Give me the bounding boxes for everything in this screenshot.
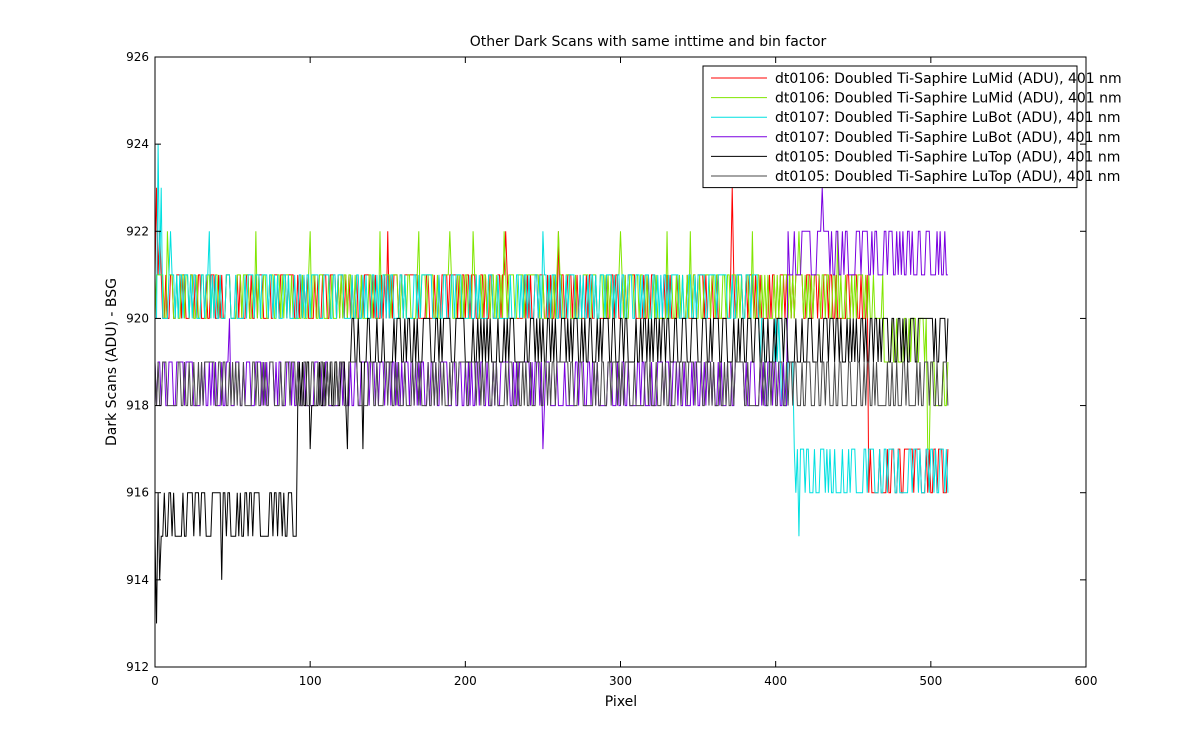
y-tick-label: 926 — [126, 50, 149, 64]
x-tick-label: 400 — [764, 674, 787, 688]
y-axis-label: Dark Scans (ADU) - BSG — [104, 278, 120, 446]
y-tick-label: 924 — [126, 137, 149, 151]
x-tick-label: 0 — [151, 674, 159, 688]
y-tick-label: 916 — [126, 486, 149, 500]
legend-label: dt0106: Doubled Ti-Saphire LuMid (ADU), … — [775, 71, 1122, 87]
y-tick-label: 912 — [126, 660, 149, 674]
legend-label: dt0107: Doubled Ti-Saphire LuBot (ADU), … — [775, 130, 1120, 146]
x-tick-label: 200 — [454, 674, 477, 688]
y-tick-label: 922 — [126, 224, 149, 238]
series-line-6 — [155, 361, 949, 407]
x-tick-label: 300 — [609, 674, 632, 688]
x-tick-label: 500 — [919, 674, 942, 688]
x-axis: 0 100 200 300 400 500 600 — [151, 57, 1097, 688]
x-tick-label: 100 — [299, 674, 322, 688]
x-tick-label: 600 — [1075, 674, 1098, 688]
y-tick-label: 914 — [126, 573, 149, 587]
legend-label: dt0105: Doubled Ti-Saphire LuTop (ADU), … — [775, 169, 1120, 185]
legend: dt0106: Doubled Ti-Saphire LuMid (ADU), … — [702, 65, 1122, 189]
series-line-3 — [155, 144, 949, 537]
legend-label: dt0107: Doubled Ti-Saphire LuBot (ADU), … — [775, 110, 1120, 126]
x-axis-label: Pixel — [605, 694, 637, 710]
series-layer — [155, 144, 949, 624]
y-tick-label: 920 — [126, 311, 149, 325]
y-axis: 912 914 916 918 920 922 924 926 — [126, 50, 1086, 674]
y-tick-label: 918 — [126, 399, 149, 413]
legend-label: dt0106: Doubled Ti-Saphire LuMid (ADU), … — [775, 91, 1122, 107]
legend-box — [702, 65, 1078, 189]
legend-label: dt0105: Doubled Ti-Saphire LuTop (ADU), … — [775, 149, 1120, 165]
chart-title: Other Dark Scans with same inttime and b… — [470, 34, 827, 50]
